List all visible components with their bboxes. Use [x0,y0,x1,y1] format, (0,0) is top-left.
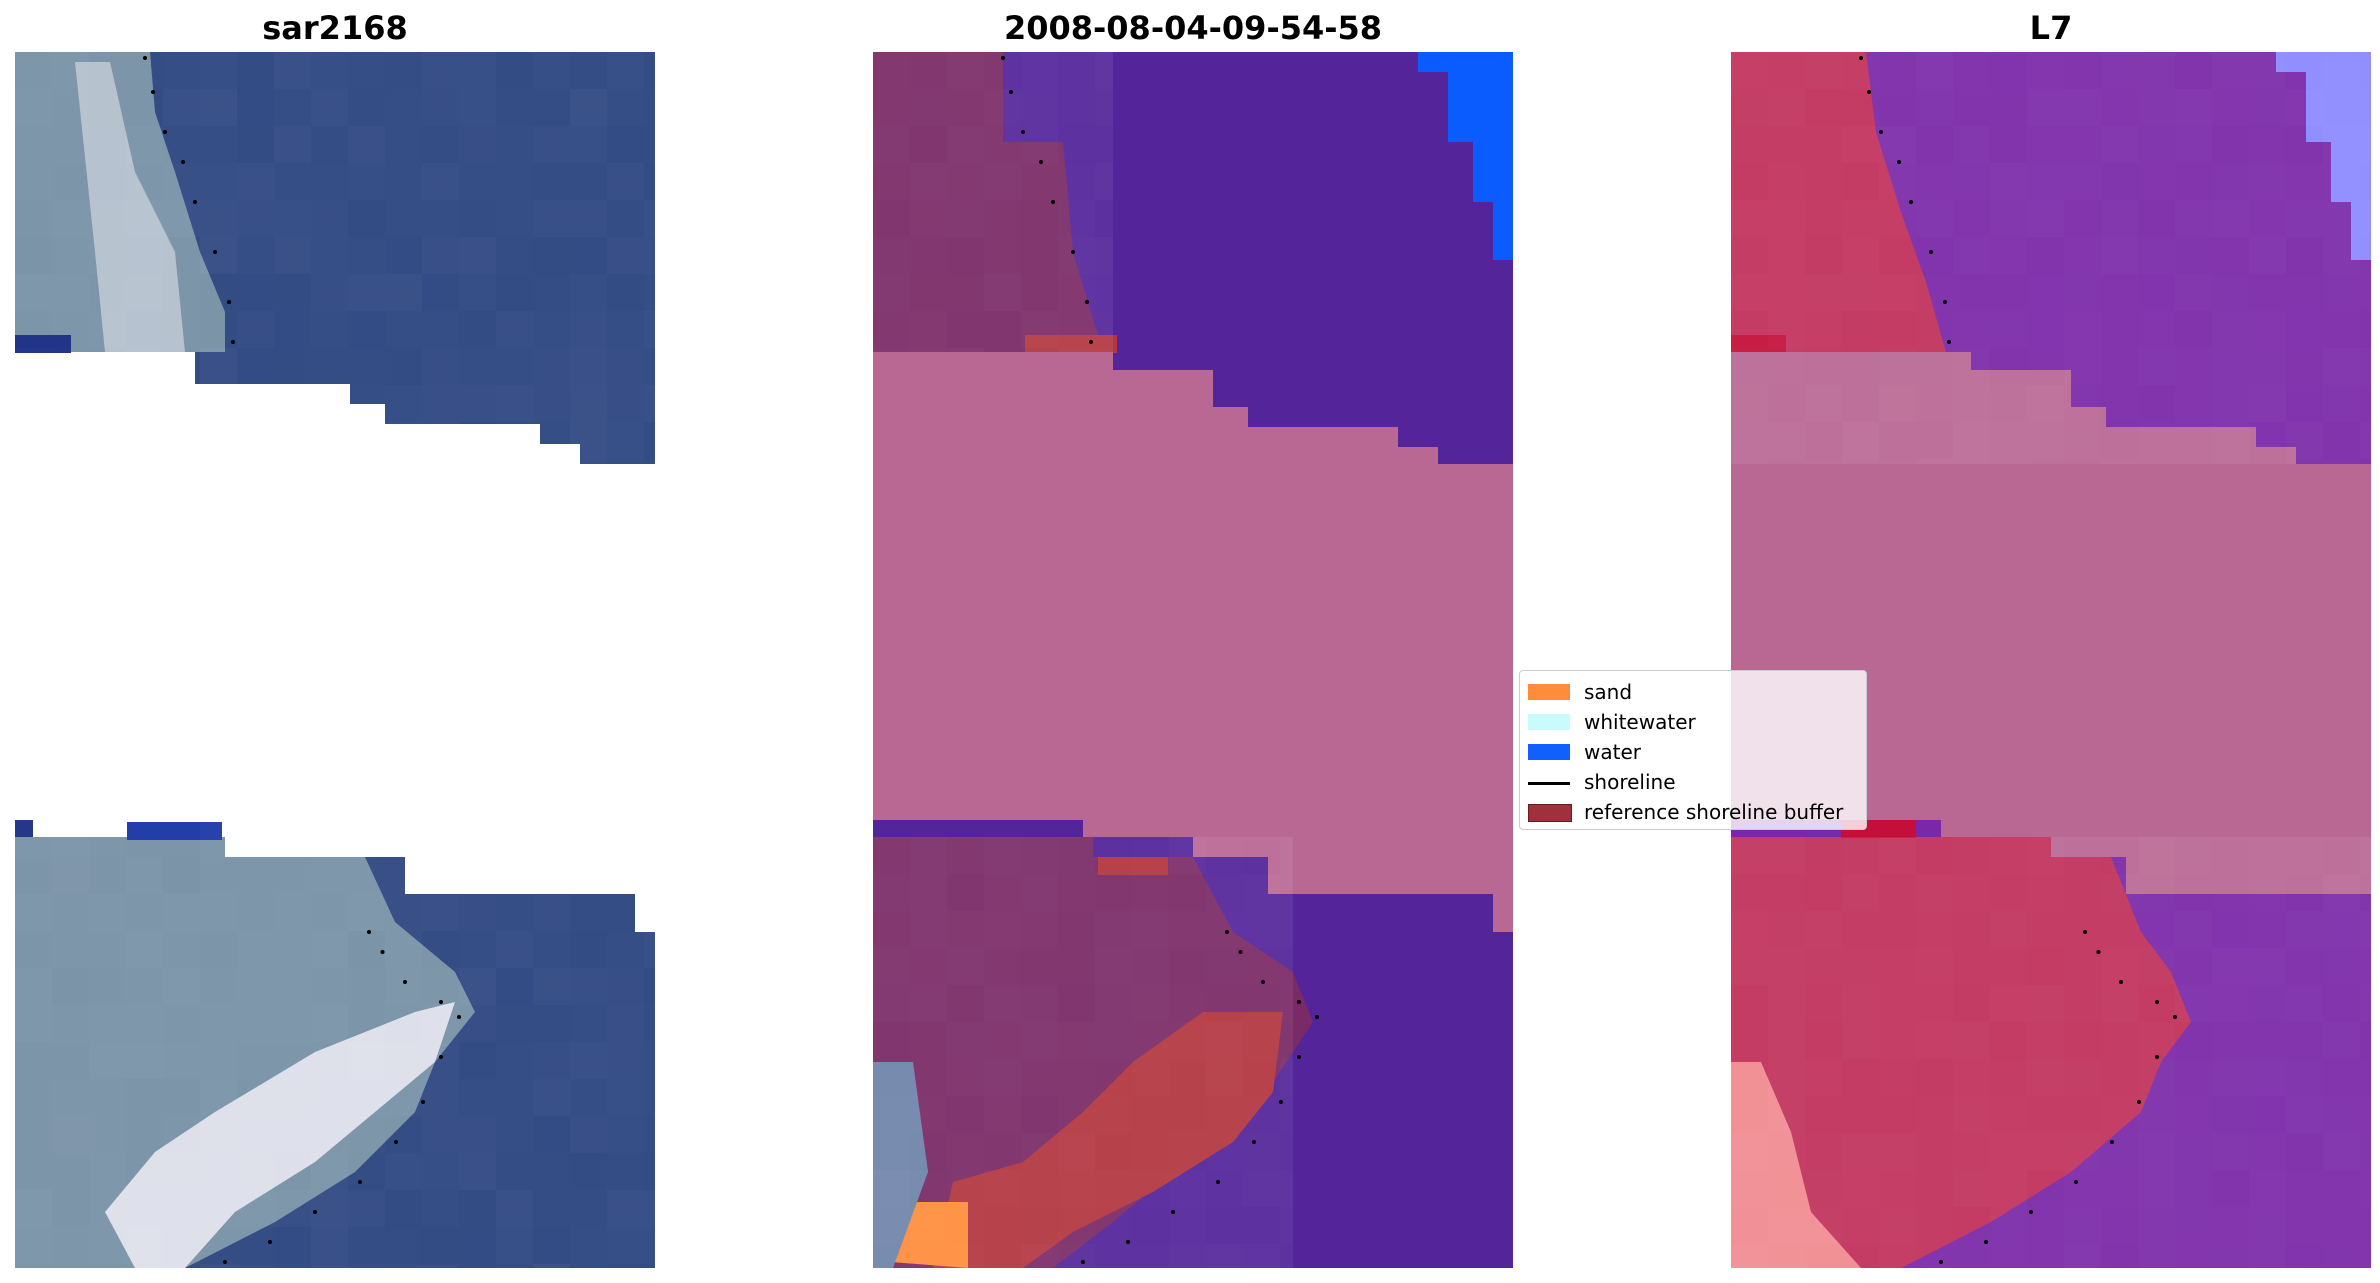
legend-swatch-whitewater [1528,714,1570,730]
ndwi-bright-patch [1731,1062,1861,1268]
class-bottom-texture [873,837,1293,1268]
class-nodata-band [873,352,1513,932]
class-buffer-bottom [933,1012,1283,1268]
ndwi-shoreline-top [1859,56,1951,344]
ndwi-bottom-texture [1731,837,2371,1268]
legend-item-water: water [1520,739,1866,765]
ndwi-image-panel [1731,52,2371,1268]
ndwi-top-land [1731,52,1946,352]
rgb-blue-strip [127,822,222,840]
class-top-texture [873,52,1113,352]
legend-swatch-shoreline [1528,782,1570,785]
class-top-land [873,52,1103,352]
ndwi-nodata-band [1731,352,2371,894]
ndwi-bottom-land [1731,837,2191,1268]
ndwi-red-mark-1 [1731,335,1786,353]
legend-label-buffer: reference shoreline buffer [1584,800,1844,824]
rgb-bottom-texture [15,820,655,1268]
class-buffer-mid [1098,857,1168,875]
legend: sand whitewater water shoreline referenc… [1519,670,1867,830]
rgb-top-water [15,52,655,464]
class-shoreline-bottom [1081,930,1319,1264]
ndwi-blue-patch [2276,52,2371,260]
rgb-image-panel [15,52,655,1268]
legend-label-sand: sand [1584,680,1633,704]
legend-label-whitewater: whitewater [1584,710,1696,734]
rgb-corner-patch [15,820,33,837]
legend-item-sand: sand [1520,679,1866,705]
ndwi-top-texture [1731,52,2371,464]
class-bottom-land [873,837,1313,1268]
classification-image-panel [873,52,1513,1268]
panel-title-classification: 2008-08-04-09-54-58 [1003,9,1383,47]
legend-item-buffer: reference shoreline buffer [1520,799,1866,825]
rgb-shoreline-bottom [223,930,461,1264]
legend-swatch-sand [1528,684,1570,700]
rgb-bottom-land [15,837,475,1268]
rgb-shoreline-top [143,56,235,344]
panel-title-l7: L7 [2029,9,2073,47]
legend-label-shoreline: shoreline [1584,770,1676,794]
legend-label-water: water [1584,740,1641,764]
rgb-top-beach [75,62,185,352]
rgb-top-texture [15,52,655,464]
ndwi-shoreline-bottom [1939,930,2177,1264]
legend-item-shoreline: shoreline [1520,769,1866,795]
class-buffer-top [1025,335,1117,353]
legend-swatch-water [1528,744,1570,760]
legend-item-whitewater: whitewater [1520,709,1866,735]
rgb-bright-surf [105,1002,455,1268]
class-shoreline-top [1001,56,1093,344]
class-water-label-patch [1418,52,1513,260]
legend-swatch-buffer [1528,804,1572,822]
rgb-dark-patch [15,335,71,353]
class-whitewater-edge [873,1062,928,1268]
panel-title-sar: sar2168 [262,9,408,47]
